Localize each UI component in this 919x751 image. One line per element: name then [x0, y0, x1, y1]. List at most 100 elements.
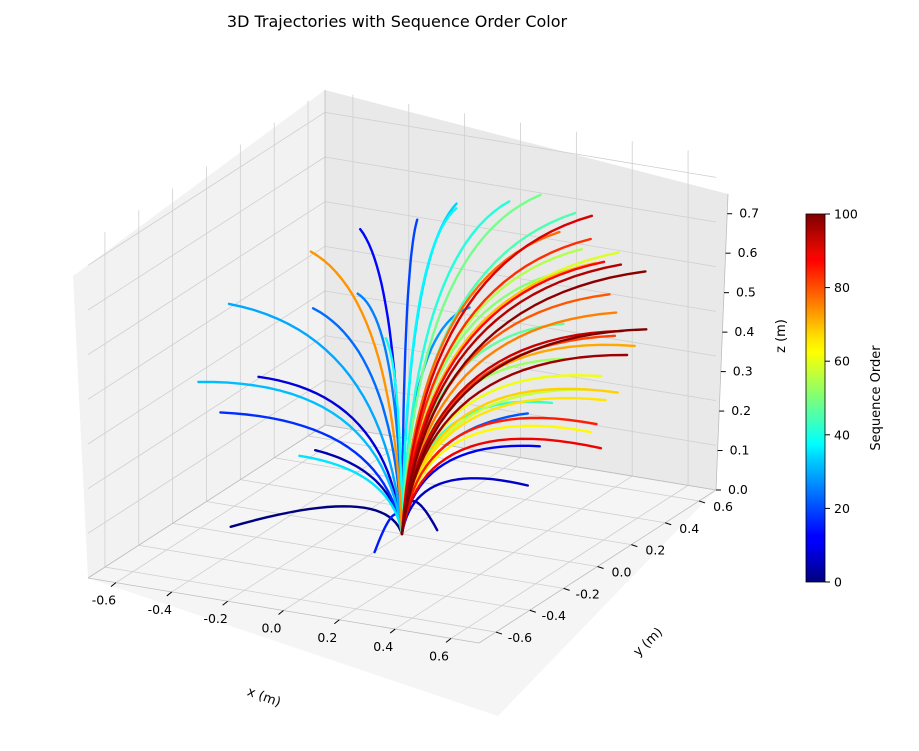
x-tick-label: -0.2 [203, 611, 227, 626]
y-tick-label: -0.2 [575, 586, 599, 601]
grid-line [324, 379, 717, 446]
z-tick-label: 0.3 [733, 364, 753, 379]
trajectory-line [400, 328, 648, 536]
trajectory-line [311, 307, 404, 536]
x-tick-mark [166, 591, 173, 597]
trajectory-line [400, 193, 542, 536]
y-tick-label: 0.6 [713, 499, 733, 514]
trajectory-line [400, 329, 624, 536]
x-tick-mark [334, 619, 340, 625]
trajectory-line [298, 454, 404, 536]
grid-line [324, 290, 717, 357]
z-axis-label: z (m) [774, 319, 789, 353]
colorbar-tick-label: 80 [834, 280, 850, 295]
trajectory-line [400, 214, 594, 536]
pane-left [73, 90, 325, 578]
x-tick-label: -0.4 [148, 602, 172, 617]
x-axis: x (m) [245, 684, 283, 710]
grid-line [324, 245, 717, 312]
x-tick-label: 0.0 [262, 621, 282, 636]
axis-ticks: -0.6 -0.4 -0.2 0.0 0.2 0.4 0.6 -0.6 -0.4 -0.2 0.0 0… [92, 206, 759, 664]
z-tick-label: 0.0 [728, 482, 748, 497]
grid-line [87, 111, 326, 266]
pane-floor [88, 425, 716, 716]
trajectory-line [257, 375, 404, 536]
grid-line [240, 479, 632, 546]
y-axis-label: y (m) [631, 625, 666, 660]
pane-edge [715, 193, 729, 491]
trajectories [197, 193, 648, 554]
x-tick-mark [445, 637, 452, 643]
grid-line [324, 156, 717, 223]
z-tick-label: 0.7 [739, 206, 759, 221]
trajectory-line [227, 302, 404, 536]
grid-line [172, 522, 564, 589]
x-tick-label: -0.6 [92, 593, 116, 608]
y-tick-mark [597, 566, 604, 569]
y-tick-mark [529, 609, 536, 613]
trajectory-line [400, 416, 598, 536]
y-tick-label: -0.4 [542, 608, 566, 623]
colorbar-ticks: 0 20 40 60 80 100 [825, 207, 858, 590]
x-tick-label: 0.4 [373, 639, 393, 654]
x-axis-label: x (m) [245, 684, 283, 710]
z-tick-label: 0.5 [736, 285, 756, 300]
z-tick-label: 0.2 [731, 403, 751, 418]
grid-line [104, 566, 496, 633]
x-tick-mark [389, 628, 396, 634]
y-tick-mark [631, 544, 638, 548]
trajectory-line [400, 270, 647, 536]
grid-line [87, 379, 326, 534]
pane-floor-face [88, 425, 716, 716]
grid-line [87, 201, 326, 356]
grid-line [324, 335, 717, 402]
pane-left-face [73, 90, 325, 578]
colorbar-tick-label: 40 [834, 427, 850, 442]
trajectory-line [384, 337, 404, 536]
pane-edge [87, 424, 326, 579]
trajectory-line [400, 218, 419, 536]
grid-line [324, 201, 717, 268]
z-tick-label: 0.1 [730, 443, 750, 458]
z-tick-label: 0.6 [738, 245, 758, 260]
colorbar: 0 20 40 60 80 100 Sequence Order [805, 207, 884, 590]
grid-line [87, 156, 326, 311]
trajectory-line [219, 411, 404, 536]
trajectory-line [197, 380, 404, 536]
y-tick-mark [698, 500, 706, 504]
trajectory-line [400, 200, 511, 536]
y-tick-label: 0.4 [679, 521, 699, 536]
grid-line [87, 245, 326, 400]
trajectory-line [400, 477, 529, 536]
grid-line [87, 335, 326, 490]
grid-line [274, 457, 666, 524]
colorbar-tick-label: 20 [834, 501, 850, 516]
y-tick-mark [563, 587, 570, 591]
trajectory-line [400, 437, 603, 536]
x-tick-label: 0.2 [317, 630, 337, 645]
colorbar-tick-label: 0 [834, 575, 842, 590]
trajectory-line [400, 207, 458, 536]
z-axis: z (m) [774, 319, 789, 353]
x-tick-mark [110, 582, 117, 588]
y-tick-label: 0.0 [612, 565, 632, 580]
colorbar-tick-label: 60 [834, 354, 850, 369]
colorbar-tick-label: 100 [834, 207, 858, 222]
trajectory-line [229, 505, 404, 536]
x-tick-mark [222, 600, 228, 606]
grid-line [87, 290, 326, 445]
y-tick-label: 0.2 [645, 543, 665, 558]
y-tick-mark [495, 631, 503, 635]
y-tick-mark [665, 522, 672, 526]
chart-title: 3D Trajectories with Sequence Order Colo… [227, 12, 568, 31]
y-tick-label: -0.6 [508, 630, 532, 645]
x-tick-label: 0.6 [429, 648, 449, 663]
y-axis: y (m) [631, 625, 666, 660]
x-tick-mark [278, 610, 284, 615]
colorbar-gradient [805, 213, 826, 583]
trajectory-line [400, 263, 623, 536]
colorbar-label: Sequence Order [869, 345, 884, 451]
grid-line [138, 544, 530, 611]
grid-line [308, 435, 700, 502]
